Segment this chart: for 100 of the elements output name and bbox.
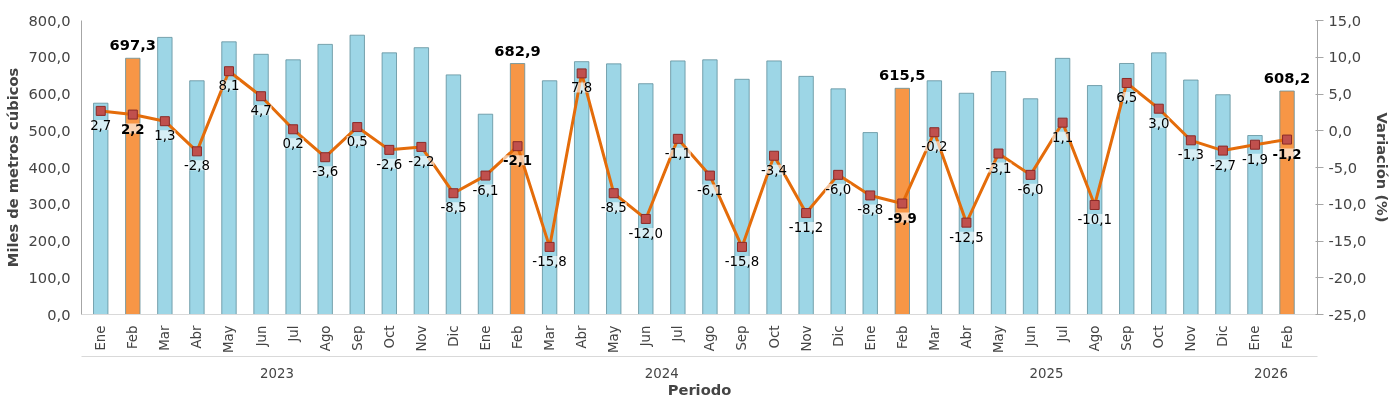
y-tick-label: 400,0	[28, 158, 71, 176]
x-tick-label: Ago	[702, 325, 718, 352]
y2-tick-label: -20,0	[1328, 268, 1367, 286]
text: 2024	[644, 365, 679, 381]
y2-tick-label: 0,0	[1328, 121, 1352, 139]
data-label: -3,1	[985, 160, 1012, 176]
data-label: -8,5	[600, 200, 627, 216]
data-label: -3,6	[312, 164, 339, 180]
x-tick-label: Abr	[574, 324, 590, 349]
data-label: 615,5	[879, 66, 926, 84]
data-label: -3,4	[761, 162, 788, 178]
data-label: -2,1	[502, 153, 533, 169]
data-label: -11,2	[788, 220, 824, 236]
data-label: -6,1	[696, 182, 723, 198]
data-label: -0,2	[921, 139, 948, 155]
data-label: -15,8	[724, 253, 760, 269]
x-tick-label: Mar	[157, 324, 173, 351]
x-tick-label: Ago	[317, 325, 333, 352]
data-label: 8,1	[218, 78, 240, 94]
data-label: 682,9	[494, 41, 541, 59]
x-tick-label: Sep	[1119, 325, 1135, 351]
x-tick-label: Jul	[1055, 325, 1071, 343]
y2-axis-title: Variación (%)	[1374, 112, 1392, 223]
data-label: -2,8	[183, 158, 210, 174]
x-tick-label: Jun	[1023, 325, 1039, 348]
x-tick-label: Nov	[1183, 325, 1199, 352]
x-tick-label: Sep	[349, 325, 365, 351]
x-tick-label: Feb	[894, 325, 910, 350]
data-label: -6,1	[472, 182, 499, 198]
data-label: -2,6	[376, 156, 403, 172]
x-tick-label: Mar	[542, 324, 558, 351]
bar	[221, 41, 237, 315]
data-label: 2,7	[90, 117, 112, 133]
data-label: 1,1	[1052, 129, 1074, 145]
data-label: -1,1	[664, 145, 691, 161]
data-label: -8,8	[857, 202, 884, 218]
y-tick-label: 500,0	[28, 121, 71, 139]
y-tick-label: 300,0	[28, 195, 71, 213]
data-label: 0,2	[282, 136, 304, 152]
data-label: -6,0	[1017, 181, 1044, 197]
bar	[285, 59, 301, 315]
y2-tick-label: -15,0	[1328, 232, 1367, 249]
y2-tick-label: 10,0	[1328, 48, 1362, 66]
data-label: 697,3	[109, 36, 156, 54]
data-label: -1,2	[1272, 146, 1302, 162]
data-label: -15,8	[532, 253, 567, 269]
x-tick-label: Dic	[445, 325, 461, 347]
x-tick-label: Dic	[1215, 325, 1231, 347]
y-tick-label: 800,0	[28, 11, 71, 29]
data-label: -8,5	[440, 200, 467, 216]
y-tick-label: 700,0	[28, 48, 71, 66]
x-tick-label: Ene	[862, 325, 878, 351]
data-label: 608,2	[1263, 68, 1311, 86]
x-tick-label: May	[221, 325, 237, 354]
bar	[349, 34, 365, 315]
data-label: -6,0	[825, 181, 852, 197]
y-tick-label: 100,0	[28, 268, 71, 286]
y2-tick-label: -5,0	[1328, 158, 1358, 176]
y-tick-label: 200,0	[28, 232, 71, 249]
data-label: 7,8	[571, 80, 593, 96]
data-label: -9,9	[887, 210, 917, 226]
y2-tick-label: 5,0	[1328, 85, 1352, 102]
bar	[1151, 52, 1167, 315]
x-tick-label: Dic	[830, 325, 846, 347]
y2-tick-label: -10,0	[1328, 195, 1367, 213]
x-tick-label: May	[606, 325, 622, 354]
x-tick-label: Oct	[1151, 325, 1167, 349]
bar	[253, 53, 269, 315]
bar	[157, 37, 173, 315]
data-label: -12,5	[949, 229, 984, 245]
bar	[1119, 63, 1135, 315]
data-label: 2,2	[120, 121, 145, 137]
x-tick-label: Sep	[734, 325, 750, 351]
bar	[93, 102, 109, 315]
text: 2026	[1254, 365, 1288, 381]
data-label: 1,3	[154, 128, 176, 144]
data-label: -2,2	[408, 153, 435, 169]
x-tick-label: Jun	[253, 325, 269, 348]
x-tick-label: Jun	[638, 325, 654, 348]
x-tick-label: Jul	[670, 325, 686, 343]
y2-tick-label: 15,0	[1328, 11, 1362, 29]
x-axis-title: Periodo	[667, 380, 732, 398]
text: 2025	[1029, 365, 1064, 381]
y2-tick-label: -25,0	[1328, 305, 1367, 323]
x-tick-label: Feb	[1279, 325, 1295, 350]
bar	[1054, 57, 1071, 315]
data-label: 6,5	[1116, 89, 1138, 105]
x-tick-label: Ene	[93, 325, 109, 351]
data-label: 4,7	[250, 103, 272, 119]
data-label: -12,0	[628, 225, 664, 241]
y-axis-title: Miles de metros cúbicos	[3, 67, 21, 268]
bar	[574, 61, 590, 315]
x-tick-label: Ago	[1087, 325, 1103, 352]
x-tick-label: Oct	[381, 325, 397, 349]
x-tick-label: Ene	[1247, 325, 1263, 351]
x-tick-label: May	[990, 325, 1006, 354]
y-tick-label: 600,0	[28, 85, 71, 102]
y-tick-label: 0,0	[47, 305, 71, 323]
x-tick-label: Feb	[510, 325, 526, 350]
data-label: -1,3	[1177, 147, 1204, 163]
